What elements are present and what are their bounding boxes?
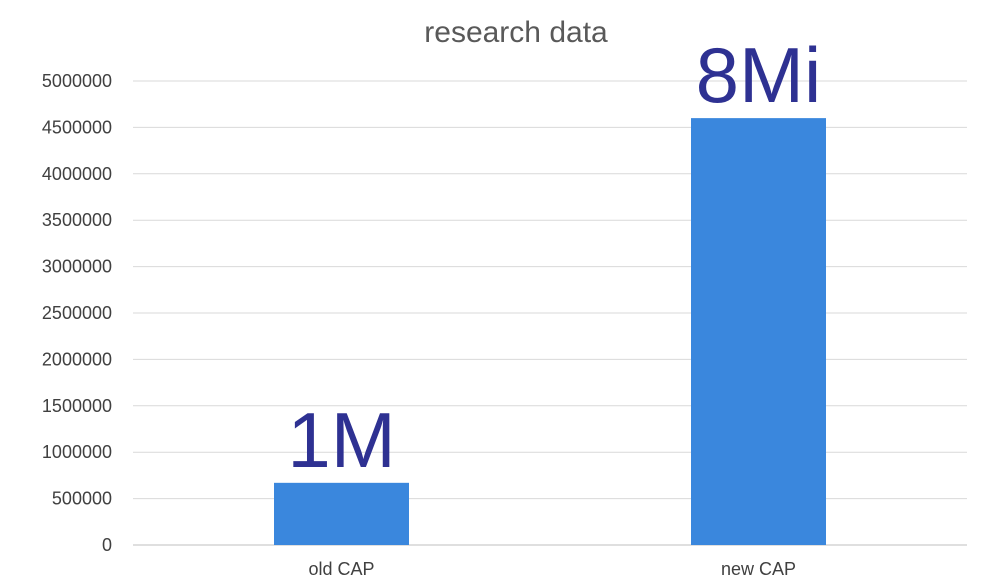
y-tick-label: 3000000 xyxy=(42,257,112,277)
bar-old-cap xyxy=(274,482,409,545)
data-label: 1M xyxy=(287,396,395,484)
category-label: new CAP xyxy=(721,559,796,579)
y-tick-label: 1500000 xyxy=(42,396,112,416)
bar-new-cap xyxy=(691,118,826,546)
y-tick-label: 4000000 xyxy=(42,164,112,184)
y-tick-label: 2000000 xyxy=(42,349,112,369)
y-tick-label: 2500000 xyxy=(42,303,112,323)
y-tick-label: 0 xyxy=(102,535,112,555)
y-tick-label: 4500000 xyxy=(42,117,112,137)
data-labels: 1M 8Mi xyxy=(287,31,821,484)
x-axis-category-labels: old CAP new CAP xyxy=(308,559,796,579)
category-label: old CAP xyxy=(308,559,374,579)
y-tick-label: 500000 xyxy=(52,489,112,509)
gridlines xyxy=(133,80,967,546)
y-tick-label: 3500000 xyxy=(42,210,112,230)
y-axis-tick-labels: 0 500000 1000000 1500000 2000000 2500000 30000… xyxy=(42,71,112,555)
data-label: 8Mi xyxy=(696,31,822,119)
bars xyxy=(274,118,826,546)
y-tick-label: 5000000 xyxy=(42,71,112,91)
y-tick-label: 1000000 xyxy=(42,442,112,462)
chart-title: research data xyxy=(424,16,608,49)
